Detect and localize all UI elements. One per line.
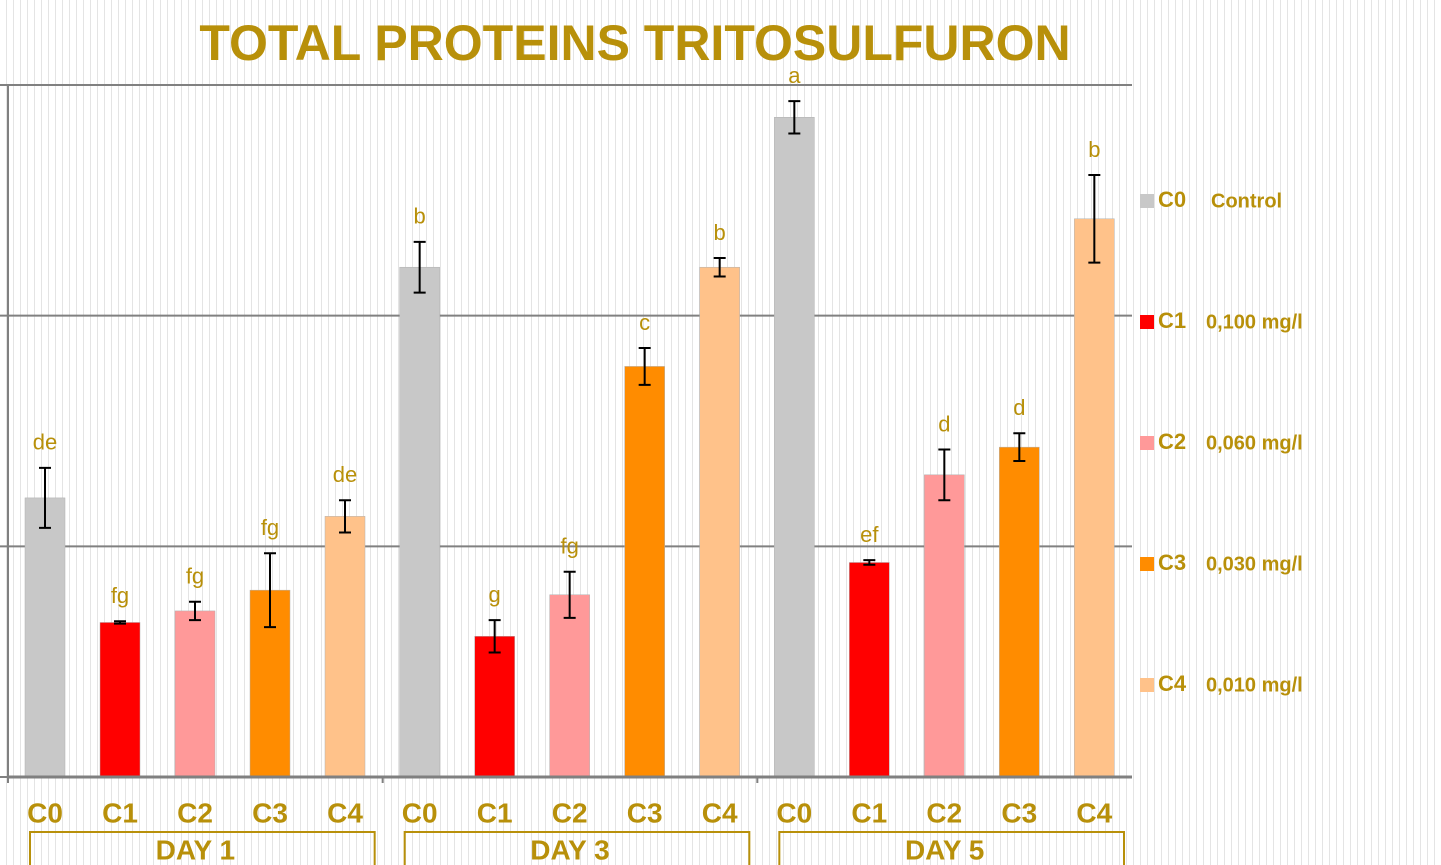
significance-letter: g — [489, 582, 501, 607]
significance-letter: de — [333, 462, 357, 487]
bar — [924, 474, 965, 778]
error-bar — [488, 619, 501, 654]
significance-letter: fg — [186, 564, 204, 589]
error-bar — [713, 257, 726, 278]
x-tick-label: C4 — [1076, 797, 1112, 828]
x-tick-label: C1 — [102, 797, 138, 828]
x-tick-label: C3 — [252, 797, 288, 828]
error-bar — [1013, 432, 1026, 462]
significance-letter: d — [938, 411, 950, 436]
x-tick-label: C2 — [177, 797, 213, 828]
legend-swatch — [1140, 315, 1154, 329]
group-box — [29, 831, 376, 865]
bar — [324, 516, 366, 778]
error-bar — [189, 600, 201, 622]
error-bar — [114, 620, 126, 625]
significance-letter: b — [1088, 137, 1100, 162]
x-tick-label: C4 — [327, 797, 363, 828]
bar — [1074, 218, 1115, 778]
bar — [774, 117, 815, 778]
significance-letter: ef — [860, 522, 879, 547]
x-tick-label: C1 — [477, 797, 513, 828]
bar — [99, 622, 141, 778]
error-bar — [638, 346, 651, 386]
x-tick-label: C2 — [552, 797, 588, 828]
legend-name: C3 — [1158, 550, 1186, 575]
legend-swatch — [1140, 557, 1154, 571]
error-bar — [39, 466, 51, 529]
x-tick-label: C1 — [851, 797, 887, 828]
group-label: DAY 3 — [530, 834, 609, 865]
x-tick-label: C2 — [926, 797, 962, 828]
significance-letter: c — [639, 310, 650, 335]
chart-title: TOTAL PROTEINS TRITOSULFURON — [199, 15, 1070, 71]
group-box — [403, 831, 751, 865]
significance-letter: fg — [560, 534, 578, 559]
significance-letter: fg — [261, 515, 279, 540]
legend-description: 0,060 mg/l — [1206, 432, 1303, 454]
bar — [849, 562, 890, 778]
error-bar — [413, 240, 426, 294]
error-bar — [1088, 173, 1101, 264]
legend-swatch — [1140, 678, 1154, 692]
error-bar — [788, 100, 801, 135]
group-label: DAY 1 — [156, 834, 235, 865]
significance-letter: de — [33, 430, 57, 455]
legend-swatch — [1140, 436, 1154, 450]
legend-swatch — [1140, 194, 1154, 208]
bar — [474, 636, 515, 778]
bar — [549, 594, 590, 778]
legend-name: C0 — [1158, 187, 1186, 212]
x-tick-label: C0 — [776, 797, 812, 828]
x-tick-label: C4 — [702, 797, 738, 828]
legend-name: C1 — [1158, 308, 1186, 333]
group-box — [778, 831, 1125, 865]
significance-letter: b — [714, 220, 726, 245]
group-label: DAY 5 — [905, 834, 984, 865]
bar — [174, 610, 216, 778]
x-tick-label: C3 — [627, 797, 663, 828]
significance-letter: d — [1013, 395, 1025, 420]
significance-letter: fg — [111, 583, 129, 608]
x-tick-label: C3 — [1001, 797, 1037, 828]
error-bar — [339, 499, 351, 534]
x-tick-label: C0 — [27, 797, 63, 828]
legend-name: C4 — [1158, 671, 1187, 696]
bar — [999, 446, 1040, 778]
legend-description: 0,030 mg/l — [1206, 553, 1303, 575]
legend-description: 0,100 mg/l — [1206, 311, 1303, 333]
significance-letter: b — [414, 204, 426, 229]
legend-description: 0,010 mg/l — [1206, 674, 1303, 696]
bar — [399, 266, 440, 778]
significance-letter: a — [788, 63, 801, 88]
bar — [624, 366, 665, 778]
legend-name: C2 — [1158, 429, 1186, 454]
error-bar — [264, 552, 276, 629]
bar — [24, 497, 66, 778]
error-bar — [563, 570, 576, 619]
x-tick-label: C0 — [402, 797, 438, 828]
bar — [699, 266, 740, 778]
error-bar — [938, 448, 951, 502]
error-bar — [863, 559, 876, 566]
legend-description: Control — [1211, 190, 1282, 212]
